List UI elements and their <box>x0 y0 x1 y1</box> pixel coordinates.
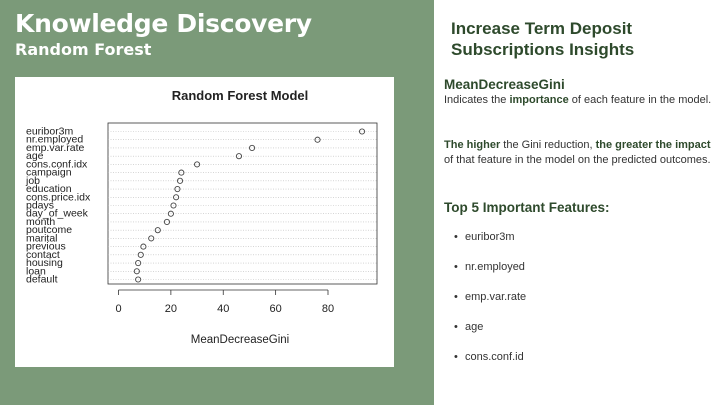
feature-label: nr.employed <box>465 261 525 273</box>
data-point <box>314 136 321 143</box>
chart-container: Random Forest Model euribor3m nr.employed e… <box>15 77 394 367</box>
list-item: • euribor3m <box>454 230 526 260</box>
bullet-icon: • <box>454 351 458 363</box>
list-item: • cons.conf.id <box>454 350 526 380</box>
list-item: • nr.employed <box>454 260 526 290</box>
y-tick-label: default <box>26 274 58 286</box>
y-tick-label: month <box>26 216 55 228</box>
data-point <box>135 276 142 283</box>
top5-list: • euribor3m • nr.employed • emp.var.rate • a… <box>454 230 526 380</box>
y-tick-label: education <box>26 183 72 195</box>
data-point <box>154 227 161 234</box>
data-point <box>178 169 185 176</box>
plot-frame <box>107 122 378 285</box>
y-tick-label: day_of_week <box>26 208 89 220</box>
x-tick-label: 60 <box>270 303 282 315</box>
data-point <box>140 243 147 250</box>
feature-label: euribor3m <box>465 231 515 243</box>
y-tick-label: contact <box>26 249 60 261</box>
y-tick-label: previous <box>26 241 66 253</box>
metric-heading: MeanDecreaseGini <box>444 77 565 92</box>
data-point <box>235 153 243 160</box>
data-point <box>249 144 256 151</box>
data-point <box>176 177 184 184</box>
y-tick-label: job <box>25 175 40 187</box>
y-tick-label: poutcome <box>26 224 72 236</box>
y-tick-label: cons.conf.idx <box>26 158 88 170</box>
y-tick-label: euribor3m <box>26 126 74 138</box>
y-tick-label: campaign <box>26 167 72 179</box>
data-point <box>163 218 170 225</box>
p2-text-a: the Gini reduction, <box>500 139 596 151</box>
feature-label: age <box>465 321 484 333</box>
chart-title: Random Forest Model <box>172 88 309 103</box>
data-point <box>173 194 180 201</box>
data-point <box>137 251 144 258</box>
feature-label: cons.conf.id <box>465 351 524 363</box>
y-tick-label: emp.var.rate <box>26 142 85 154</box>
data-point <box>194 161 201 168</box>
bullet-icon: • <box>454 291 458 303</box>
data-point <box>133 268 140 275</box>
data-point <box>170 202 177 209</box>
data-point <box>174 186 181 193</box>
y-tick-label: housing <box>26 257 63 269</box>
top5-heading: Top 5 Important Features: <box>444 200 610 215</box>
list-item: • age <box>454 320 526 350</box>
x-tick-label: 20 <box>165 303 177 315</box>
p1-text-b: of each feature in the model. <box>568 94 712 106</box>
x-axis-label: MeanDecreaseGini <box>191 334 289 346</box>
bullet-icon: • <box>454 321 458 333</box>
p1-text-a: Indicates the <box>444 94 510 106</box>
data-point <box>167 210 174 217</box>
right-panel: Increase Term Deposit Subscriptions Insi… <box>434 0 720 405</box>
metric-description: Indicates the importance of each feature… <box>444 93 712 108</box>
left-panel: Knowledge Discovery Random Forest Random… <box>0 0 434 405</box>
y-tick-label: cons.price.idx <box>26 191 91 203</box>
p2-bold-a: The higher <box>444 139 501 151</box>
bullet-icon: • <box>454 261 458 273</box>
slide-title: Knowledge Discovery <box>15 9 312 38</box>
p2-bold-b: the greater the impact <box>595 139 711 151</box>
bullet-icon: • <box>454 231 458 243</box>
y-tick-label: nr.employed <box>26 134 83 146</box>
y-tick-label: pdays <box>26 200 54 212</box>
rf-importance-chart: Random Forest Modeleuribor3mnr.employede… <box>25 88 378 346</box>
p2-text-b: of that feature in the model on the pred… <box>444 154 711 166</box>
slide-subtitle: Random Forest <box>15 40 152 59</box>
gini-explanation: The higher the Gini reduction, the great… <box>444 138 712 168</box>
data-point <box>148 235 155 242</box>
x-tick-label: 40 <box>217 303 229 315</box>
insights-title: Increase Term Deposit Subscriptions Insi… <box>451 19 635 59</box>
data-point <box>358 128 366 135</box>
x-tick-label: 0 <box>115 303 121 315</box>
list-item: • emp.var.rate <box>454 290 526 320</box>
data-point <box>135 260 142 267</box>
p1-bold: importance <box>509 94 569 106</box>
y-tick-label: loan <box>26 265 46 277</box>
y-tick-label: age <box>26 150 44 162</box>
feature-label: emp.var.rate <box>465 291 527 303</box>
y-tick-label: marital <box>26 232 58 244</box>
x-tick-label: 80 <box>322 303 334 315</box>
